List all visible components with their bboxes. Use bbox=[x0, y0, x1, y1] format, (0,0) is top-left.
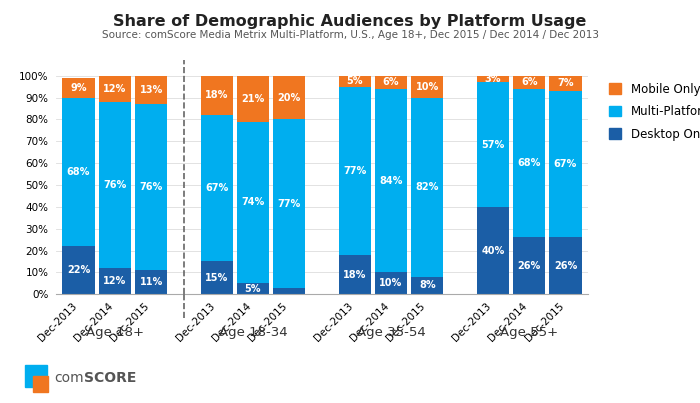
Text: 57%: 57% bbox=[482, 139, 505, 150]
Text: 12%: 12% bbox=[103, 276, 127, 286]
Text: 5%: 5% bbox=[245, 284, 261, 294]
Bar bbox=[513, 76, 545, 89]
Bar bbox=[273, 288, 305, 294]
Text: 68%: 68% bbox=[66, 167, 90, 177]
Text: 76%: 76% bbox=[139, 182, 162, 192]
Text: com: com bbox=[55, 371, 84, 384]
Bar bbox=[412, 76, 443, 98]
Text: Age 55+: Age 55+ bbox=[500, 326, 558, 339]
Bar bbox=[550, 76, 582, 91]
Bar bbox=[135, 76, 167, 104]
Bar bbox=[339, 87, 371, 255]
Bar bbox=[62, 78, 94, 98]
Text: 15%: 15% bbox=[205, 273, 228, 283]
Text: 11%: 11% bbox=[139, 277, 162, 287]
Bar bbox=[339, 76, 371, 87]
Bar bbox=[237, 76, 269, 122]
Bar bbox=[513, 89, 545, 237]
Text: Source: comScore Media Metrix Multi-Platform, U.S., Age 18+, Dec 2015 / Dec 2014: Source: comScore Media Metrix Multi-Plat… bbox=[102, 30, 598, 40]
Text: 68%: 68% bbox=[517, 158, 541, 168]
Bar bbox=[99, 76, 131, 102]
Bar bbox=[273, 76, 305, 119]
Text: SCORE: SCORE bbox=[84, 371, 136, 384]
Bar bbox=[237, 122, 269, 283]
Text: 9%: 9% bbox=[70, 83, 87, 93]
Bar bbox=[477, 207, 509, 294]
Bar bbox=[201, 262, 232, 294]
Text: 67%: 67% bbox=[554, 159, 577, 169]
Text: 6%: 6% bbox=[383, 77, 399, 87]
Bar bbox=[62, 98, 94, 246]
Bar bbox=[99, 102, 131, 268]
Text: 67%: 67% bbox=[205, 183, 228, 193]
Text: 10%: 10% bbox=[416, 82, 439, 91]
Bar bbox=[375, 272, 407, 294]
Bar bbox=[273, 119, 305, 288]
Text: 21%: 21% bbox=[241, 93, 265, 104]
Bar bbox=[477, 82, 509, 207]
Bar bbox=[477, 76, 509, 82]
Text: 18%: 18% bbox=[343, 270, 367, 280]
Bar bbox=[375, 76, 407, 89]
Bar bbox=[237, 283, 269, 294]
Text: Age 18+: Age 18+ bbox=[86, 326, 144, 339]
Text: 40%: 40% bbox=[482, 245, 505, 256]
Text: 6%: 6% bbox=[521, 77, 538, 87]
Text: 84%: 84% bbox=[379, 176, 402, 186]
Bar bbox=[412, 98, 443, 277]
Text: 26%: 26% bbox=[517, 261, 541, 271]
Legend: Mobile Only, Multi-Platform, Desktop Only: Mobile Only, Multi-Platform, Desktop Onl… bbox=[605, 78, 700, 145]
Bar bbox=[513, 237, 545, 294]
Text: 12%: 12% bbox=[103, 84, 127, 94]
Text: 3%: 3% bbox=[484, 74, 501, 84]
Text: 76%: 76% bbox=[103, 180, 127, 190]
Text: Share of Demographic Audiences by Platform Usage: Share of Demographic Audiences by Platfo… bbox=[113, 14, 587, 29]
Bar bbox=[201, 115, 232, 262]
Text: 10%: 10% bbox=[379, 278, 402, 288]
Bar bbox=[135, 104, 167, 270]
Text: 74%: 74% bbox=[241, 197, 265, 208]
Bar bbox=[550, 237, 582, 294]
Bar bbox=[412, 277, 443, 294]
Bar bbox=[135, 270, 167, 294]
Bar bbox=[62, 246, 94, 294]
Text: 82%: 82% bbox=[416, 182, 439, 192]
Bar bbox=[550, 91, 582, 237]
Bar bbox=[99, 268, 131, 294]
Text: 26%: 26% bbox=[554, 261, 577, 271]
Bar bbox=[339, 255, 371, 294]
Text: 77%: 77% bbox=[278, 199, 301, 208]
Text: 13%: 13% bbox=[139, 85, 162, 95]
Text: 5%: 5% bbox=[346, 76, 363, 86]
Text: 77%: 77% bbox=[343, 166, 366, 176]
Text: 22%: 22% bbox=[67, 265, 90, 275]
Text: 8%: 8% bbox=[419, 280, 435, 291]
Text: 7%: 7% bbox=[557, 79, 574, 88]
Text: 20%: 20% bbox=[278, 93, 301, 103]
Text: 18%: 18% bbox=[205, 90, 228, 100]
Text: Age 18-34: Age 18-34 bbox=[218, 326, 287, 339]
Bar bbox=[201, 76, 232, 115]
Bar bbox=[375, 89, 407, 272]
Text: Age 35-54: Age 35-54 bbox=[357, 326, 426, 339]
